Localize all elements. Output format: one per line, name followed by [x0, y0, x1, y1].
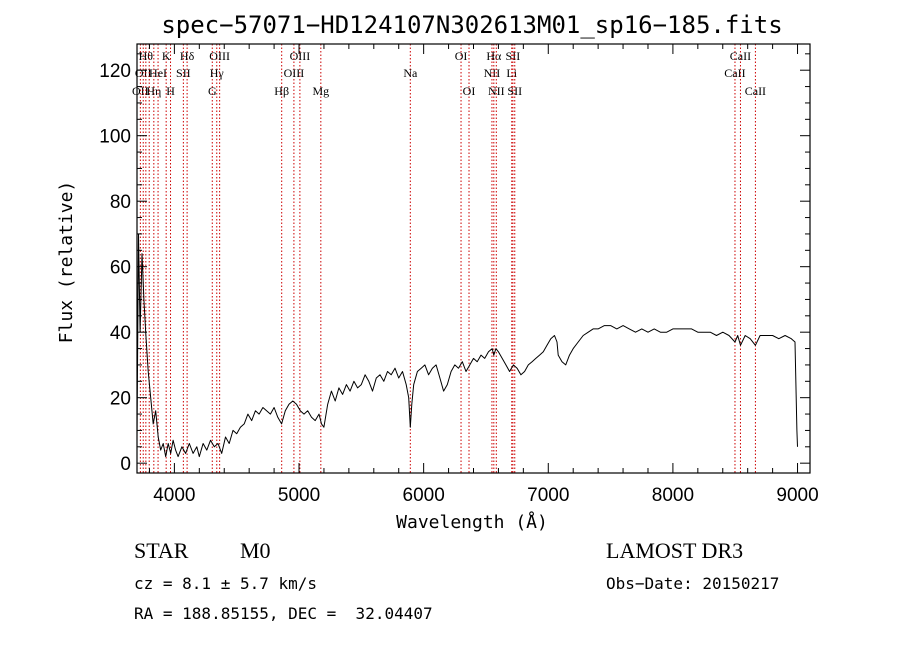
object-subclass: M0	[240, 538, 271, 563]
line-marker-label: Hη	[146, 84, 161, 98]
line-marker-label: CaII	[730, 49, 751, 63]
plot-frame	[136, 43, 811, 474]
line-marker-label: Mg	[312, 84, 329, 98]
line-marker-label: G	[208, 84, 217, 98]
line-marker-label: CaII	[745, 84, 766, 98]
y-tick-label: 120	[99, 61, 131, 82]
x-axis-label: Wavelength (Å)	[396, 511, 548, 533]
line-marker-label: Hβ	[274, 84, 289, 98]
y-axis-label: Flux (relative)	[56, 181, 77, 344]
line-marker-label: HeI	[149, 66, 167, 80]
line-marker-label: OII	[135, 66, 152, 80]
spectrum-series	[136, 233, 798, 458]
line-marker-label: OIII	[284, 66, 305, 80]
line-marker-label: OIII	[209, 49, 230, 63]
spectral-line-markers: OIIOIIHθHηHeIKHSIIHδGHγOIIIHβOIIIOIIIMgN…	[132, 44, 766, 473]
spectrum-chart: spec−57071−HD124107N302613M01_sp16−185.f…	[56, 11, 819, 533]
chart-title: spec−57071−HD124107N302613M01_sp16−185.f…	[161, 11, 782, 39]
x-tick-label: 6000	[403, 485, 445, 506]
line-marker-label: NII	[488, 84, 505, 98]
line-marker-label: Li	[506, 66, 517, 80]
line-marker-label: Hα	[486, 49, 502, 63]
spectrum-line	[136, 233, 798, 458]
x-tick-label: 9000	[776, 485, 818, 506]
line-marker-label: Hθ	[139, 49, 154, 63]
redshift-info: cz = 8.1 ± 5.7 km/s	[134, 574, 318, 593]
y-tick-label: 20	[110, 389, 131, 410]
y-tick-label: 0	[120, 454, 131, 475]
line-marker-label: SII	[506, 49, 521, 63]
line-marker-label: NII	[484, 66, 501, 80]
y-tick-label: 80	[110, 192, 131, 213]
line-marker-label: OI	[455, 49, 468, 63]
line-marker-label: Hδ	[180, 49, 195, 63]
y-tick-label: 100	[99, 127, 131, 148]
x-tick-label: 8000	[652, 485, 694, 506]
y-tick-label: 60	[110, 258, 131, 279]
line-marker-label: SII	[176, 66, 191, 80]
survey-name: LAMOST DR3	[606, 538, 744, 563]
line-marker-label: Na	[403, 66, 418, 80]
line-marker-label: OIII	[290, 49, 311, 63]
x-tick-label: 4000	[153, 485, 195, 506]
x-tick-label: 7000	[527, 485, 569, 506]
x-tick-label: 5000	[278, 485, 320, 506]
coordinates: RA = 188.85155, DEC = 32.04407	[134, 604, 433, 623]
observation-date: Obs−Date: 20150217	[606, 574, 780, 593]
line-marker-label: K	[162, 49, 171, 63]
y-tick-label: 40	[110, 323, 131, 344]
line-marker-label: OII	[132, 84, 149, 98]
line-marker-label: Hγ	[210, 66, 225, 80]
object-class: STAR	[134, 538, 189, 563]
line-marker-label: OI	[463, 84, 476, 98]
line-marker-label: CaII	[724, 66, 745, 80]
axis-ticks: 4000 5000 6000 7000 8000 9000 0 20 40 60 80 100 120	[99, 44, 819, 506]
line-marker-label: SII	[507, 84, 522, 98]
line-marker-label: H	[166, 84, 175, 98]
